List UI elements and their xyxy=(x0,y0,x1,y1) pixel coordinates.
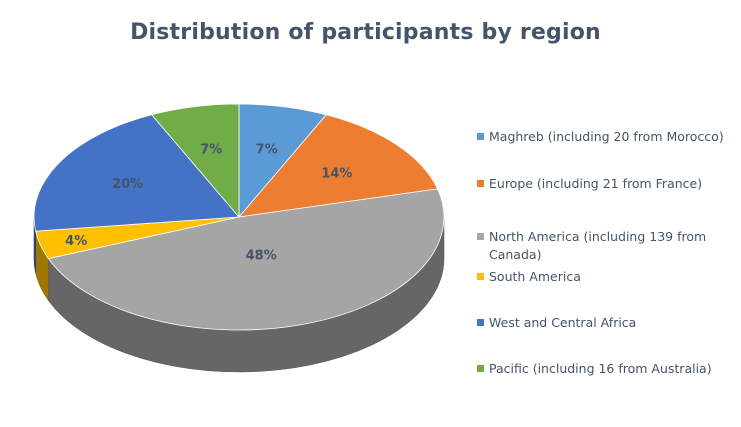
legend-label: South America xyxy=(489,269,581,284)
pie-slice-label-5: 7% xyxy=(200,143,222,158)
legend-swatch xyxy=(477,365,484,372)
pie-slice-label-1: 14% xyxy=(321,166,352,181)
pie-slice-label-2: 48% xyxy=(246,249,277,264)
legend-item: North America (including 139 from Canada… xyxy=(477,228,732,264)
legend-item: South America xyxy=(477,268,732,286)
legend-item: West and Central Africa xyxy=(477,314,732,332)
legend-label: North America (including 139 from Canada… xyxy=(489,229,707,262)
legend-swatch xyxy=(477,180,484,187)
legend-swatch xyxy=(477,233,484,240)
pie-tops xyxy=(33,103,445,331)
legend-swatch xyxy=(477,133,484,140)
legend-item: Pacific (including 16 from Australia) xyxy=(477,360,732,378)
pie-slice-label-0: 7% xyxy=(256,143,278,158)
pie-slice-1 xyxy=(238,114,439,218)
pie-slice-5 xyxy=(150,103,240,219)
chart-title: Distribution of participants by region xyxy=(130,20,601,45)
legend-label: Maghreb (including 20 from Morocco) xyxy=(489,129,724,144)
pie-slice-label-4: 20% xyxy=(112,177,143,192)
legend-label: Europe (including 21 from France) xyxy=(489,176,703,191)
pie-slice-label-3: 4% xyxy=(65,234,87,249)
legend-label: Pacific (including 16 from Australia) xyxy=(489,361,712,376)
legend-item: Maghreb (including 20 from Morocco) xyxy=(477,128,732,146)
pie-labels: 7% 14% 48% 4% 20% 7% xyxy=(65,143,352,264)
legend-swatch xyxy=(477,319,484,326)
pie-slice-4 xyxy=(33,114,240,232)
legend-label: West and Central Africa xyxy=(489,315,637,330)
pie-slice-2 xyxy=(47,188,445,331)
legend-swatch xyxy=(477,273,484,280)
legend-item: Europe (including 21 from France) xyxy=(477,175,732,193)
